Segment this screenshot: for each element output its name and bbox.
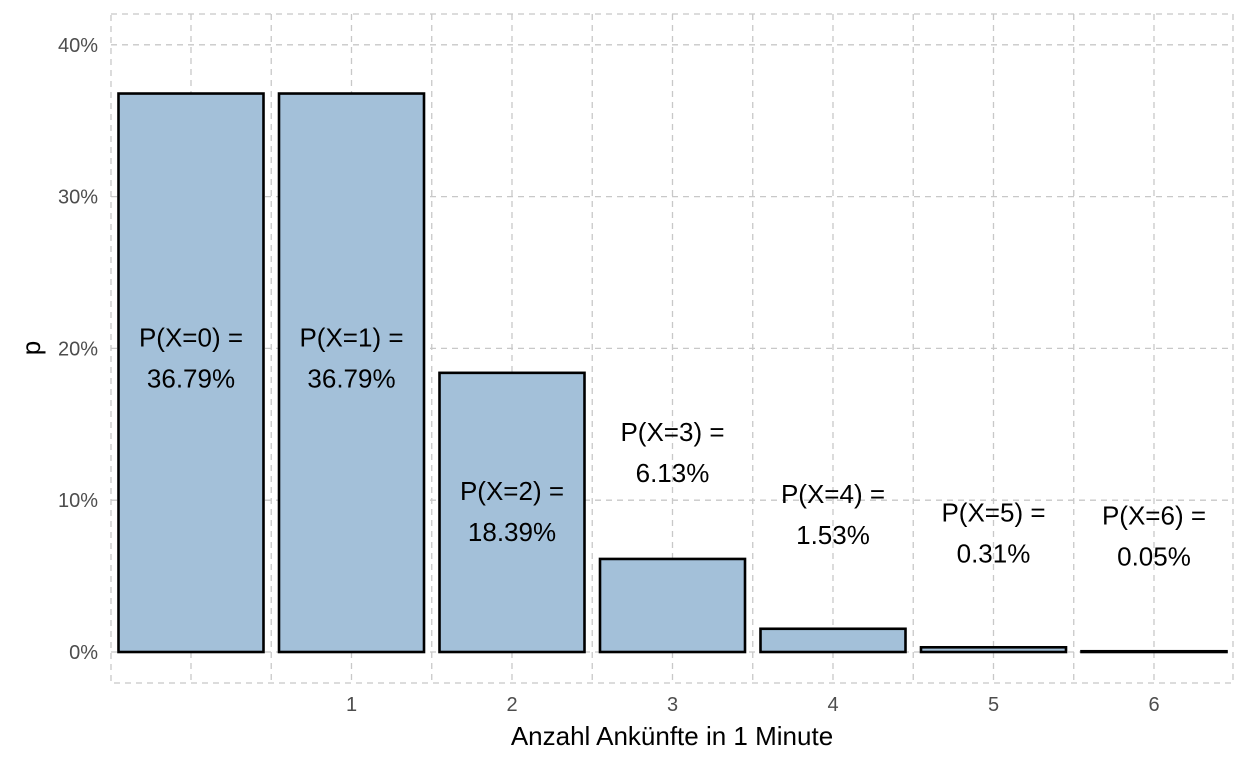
bar-label: P(X=6) = 0.05% <box>1102 500 1206 571</box>
bar <box>1080 649 1228 654</box>
bar <box>277 92 426 654</box>
y-tick-label: 20% <box>58 338 98 360</box>
y-axis-tick-labels: 0% 10% 20% 30% 40% <box>58 35 98 664</box>
bar-label: P(X=5) = 0.31% <box>941 497 1045 568</box>
y-tick-label: 0% <box>69 642 98 664</box>
bar-labels: P(X=0) = 36.79% P(X=1) = 36.79% P(X=2) = 18.3… <box>139 323 1206 572</box>
bar-label: P(X=3) = 6.13% <box>620 417 724 488</box>
y-axis-title: p <box>16 341 46 355</box>
x-tick-label: 6 <box>1148 694 1159 716</box>
y-tick-label: 30% <box>58 187 98 209</box>
x-tick-label: 3 <box>667 694 678 716</box>
x-tick-label: 1 <box>346 694 357 716</box>
bar-label: P(X=0) = 36.79% <box>139 323 243 394</box>
bar-label: P(X=2) = 18.39% <box>460 476 564 547</box>
bar <box>759 627 907 654</box>
bar <box>919 645 1068 654</box>
x-tick-label: 4 <box>827 694 838 716</box>
x-axis-title: Anzahl Ankünfte in 1 Minute <box>511 721 833 751</box>
bar <box>598 557 747 654</box>
y-tick-label: 10% <box>58 490 98 512</box>
grid <box>110 13 1234 684</box>
x-axis-tick-labels: 1 2 3 4 5 6 <box>346 694 1160 716</box>
x-tick-label: 5 <box>988 694 999 716</box>
bar <box>438 371 586 654</box>
y-tick-label: 40% <box>58 35 98 57</box>
bar-label: P(X=1) = 36.79% <box>299 323 403 394</box>
bar <box>117 92 265 654</box>
bars <box>117 92 1228 654</box>
bar-label: P(X=4) = 1.53% <box>781 479 885 550</box>
x-tick-label: 2 <box>506 694 517 716</box>
